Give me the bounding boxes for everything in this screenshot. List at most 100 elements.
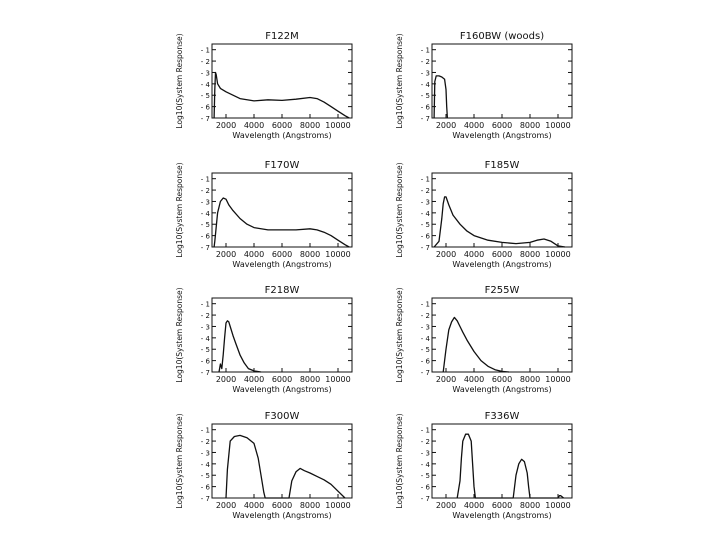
chart-title: F255W [485, 285, 520, 296]
y-tick-label: - 1 [421, 427, 430, 435]
x-tick-label: 10000 [325, 375, 350, 384]
y-tick-label: - 6 [201, 484, 211, 492]
y-tick-label: - 4 [421, 335, 431, 343]
y-tick-label: - 7 [201, 369, 210, 377]
x-tick-label: 8000 [300, 375, 320, 384]
y-tick-label: - 2 [421, 58, 430, 66]
x-tick-label: 8000 [520, 250, 540, 259]
y-tick-label: - 2 [201, 312, 210, 320]
y-tick-label: - 5 [201, 472, 210, 480]
x-axis-label: Wavelength (Angstroms) [452, 511, 551, 520]
x-axis-label: Wavelength (Angstroms) [232, 131, 331, 140]
y-tick-label: - 3 [421, 198, 430, 206]
x-tick-label: 8000 [520, 121, 540, 130]
x-tick-label: 6000 [272, 501, 292, 510]
y-tick-label: - 2 [201, 438, 210, 446]
y-tick-label: - 4 [201, 81, 211, 89]
x-tick-label: 2000 [216, 375, 236, 384]
y-tick-label: - 4 [201, 461, 211, 469]
y-tick-label: - 5 [421, 221, 430, 229]
y-tick-label: - 4 [421, 461, 431, 469]
y-tick-label: - 3 [201, 198, 210, 206]
y-tick-label: - 4 [421, 210, 431, 218]
x-tick-label: 8000 [300, 501, 320, 510]
chart-panel-f170w: F170W - 1 - 2 - 3 - 4 - 5 - 6 - 7 2000 4000 6000 80… [175, 160, 353, 269]
y-tick-label: - 6 [421, 104, 431, 112]
y-tick-label: - 5 [421, 472, 430, 480]
y-tick-label: - 6 [421, 233, 431, 241]
plot-frame [431, 297, 573, 373]
x-tick-label: 10000 [545, 121, 570, 130]
y-tick-label: - 2 [421, 187, 430, 195]
chart-panel-f122m: F122M - 1 - 2 - 3 - 4 - 5 - 6 - 7 2000 4000 6000 80… [175, 31, 353, 140]
y-tick-label: - 2 [201, 58, 210, 66]
plot-frame [431, 43, 573, 119]
plot-frame [431, 172, 573, 248]
chart-panel-f255w: F255W - 1 - 2 - 3 - 4 - 5 - 6 - 7 2000 4000 6000 80… [395, 285, 573, 394]
x-tick-label: 10000 [545, 501, 570, 510]
y-axis-label: Log10(System Response) [175, 287, 184, 382]
x-tick-label: 6000 [492, 250, 512, 259]
x-tick-label: 6000 [272, 250, 292, 259]
y-tick-label: - 1 [421, 47, 430, 55]
x-tick-label: 6000 [492, 501, 512, 510]
x-tick-label: 4000 [244, 375, 264, 384]
x-tick-label: 6000 [272, 375, 292, 384]
y-tick-label: - 3 [421, 323, 430, 331]
x-tick-label: 8000 [520, 501, 540, 510]
chart-title: F218W [265, 285, 300, 296]
y-tick-label: - 7 [201, 495, 210, 503]
chart-title: F170W [265, 160, 300, 171]
x-tick-label: 2000 [216, 121, 236, 130]
y-tick-label: - 6 [421, 484, 431, 492]
chart-panel-f300w: F300W - 1 - 2 - 3 - 4 - 5 - 6 - 7 2000 4000 6000 80… [175, 411, 353, 520]
x-tick-label: 4000 [244, 501, 264, 510]
x-tick-label: 10000 [325, 250, 350, 259]
x-tick-label: 2000 [216, 250, 236, 259]
x-tick-label: 4000 [464, 501, 484, 510]
y-tick-label: - 7 [421, 495, 430, 503]
x-tick-label: 4000 [244, 121, 264, 130]
x-axis-label: Wavelength (Angstroms) [452, 260, 551, 269]
y-axis-label: Log10(System Response) [175, 413, 184, 508]
x-tick-label: 6000 [492, 121, 512, 130]
chart-panel-f336w: F336W - 1 - 2 - 3 - 4 - 5 - 6 - 7 2000 4000 6000 80… [395, 411, 573, 520]
y-tick-label: - 5 [421, 346, 430, 354]
x-tick-label: 8000 [300, 250, 320, 259]
chart-title: F300W [265, 411, 300, 422]
y-tick-label: - 1 [421, 176, 430, 184]
y-tick-label: - 6 [421, 358, 431, 366]
chart-panel-f160bw-woods: F160BW (woods) - 1 - 2 - 3 - 4 - 5 - 6 - 7 2000 4… [395, 31, 573, 140]
y-tick-label: - 4 [201, 210, 211, 218]
x-tick-label: 2000 [216, 501, 236, 510]
y-axis-label: Log10(System Response) [395, 413, 404, 508]
x-axis-label: Wavelength (Angstroms) [232, 511, 331, 520]
x-tick-label: 2000 [436, 375, 456, 384]
y-tick-label: - 2 [421, 438, 430, 446]
y-tick-label: - 6 [201, 233, 211, 241]
x-tick-label: 10000 [545, 375, 570, 384]
y-tick-label: - 7 [421, 115, 430, 123]
y-tick-label: - 2 [201, 187, 210, 195]
y-axis-label: Log10(System Response) [395, 287, 404, 382]
response-curve [442, 316, 510, 373]
x-tick-label: 6000 [272, 121, 292, 130]
response-curve [213, 71, 350, 119]
y-tick-label: - 3 [201, 69, 210, 77]
x-tick-label: 4000 [464, 121, 484, 130]
x-tick-label: 10000 [545, 250, 570, 259]
x-tick-label: 6000 [492, 375, 512, 384]
y-tick-label: - 7 [421, 369, 430, 377]
y-axis-label: Log10(System Response) [175, 162, 184, 257]
y-tick-label: - 3 [201, 449, 210, 457]
x-tick-label: 10000 [325, 121, 350, 130]
y-tick-label: - 5 [421, 92, 430, 100]
x-axis-label: Wavelength (Angstroms) [232, 385, 331, 394]
y-axis-label: Log10(System Response) [395, 162, 404, 257]
y-tick-label: - 1 [201, 301, 210, 309]
x-tick-label: 4000 [464, 375, 484, 384]
y-tick-label: - 6 [201, 104, 211, 112]
chart-panel-f185w: F185W - 1 - 2 - 3 - 4 - 5 - 6 - 7 2000 4000 6000 80… [395, 160, 573, 269]
y-tick-label: - 1 [201, 47, 210, 55]
